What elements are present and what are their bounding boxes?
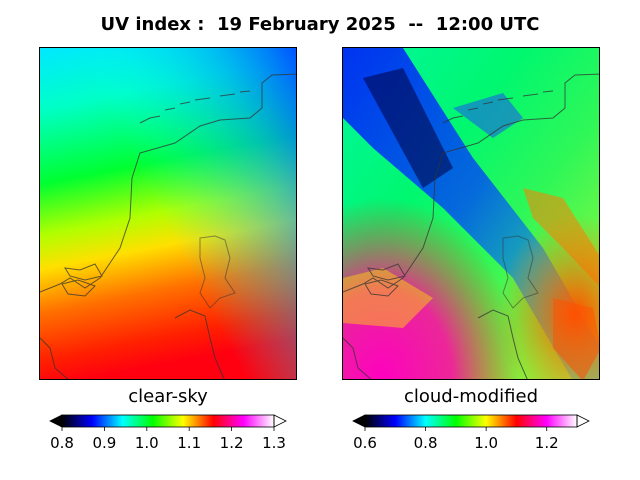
colorbar-tick-label: 1.3 — [262, 434, 286, 452]
colorbar-tick-label: 1.0 — [134, 434, 159, 452]
colorbar-tick-label: 0.8 — [50, 434, 74, 452]
colorbar-gradient — [62, 415, 274, 427]
colorbar-tick-label: 0.9 — [92, 434, 117, 452]
clear-sky-colorbar — [49, 414, 287, 431]
colorbar-tick-label: 1.2 — [219, 434, 244, 452]
colorbar-extend-max — [273, 414, 287, 428]
colorbar-gradient — [365, 415, 577, 427]
colorbar-tick-label: 0.8 — [413, 434, 438, 452]
cloud-modified-map — [342, 47, 600, 380]
cloud-modified-colorbar — [352, 414, 590, 431]
colorbar-tick-label: 0.6 — [353, 434, 377, 452]
colorbar-extend-max — [576, 414, 590, 428]
figure-title: UV index : 19 February 2025 -- 12:00 UTC — [100, 14, 540, 35]
colorbar-extend-min — [49, 414, 63, 428]
clear-sky-label: clear-sky — [128, 386, 208, 407]
clear-sky-map — [39, 47, 297, 380]
colorbar-tick-label: 1.1 — [177, 434, 202, 452]
colorbar-tick-label: 1.2 — [534, 434, 559, 452]
coastline — [40, 73, 296, 379]
colorbar-tick-label: 1.0 — [474, 434, 499, 452]
cloud-modified-label: cloud-modified — [403, 386, 539, 407]
colorbar-extend-min — [352, 414, 366, 428]
coastline — [343, 73, 599, 379]
